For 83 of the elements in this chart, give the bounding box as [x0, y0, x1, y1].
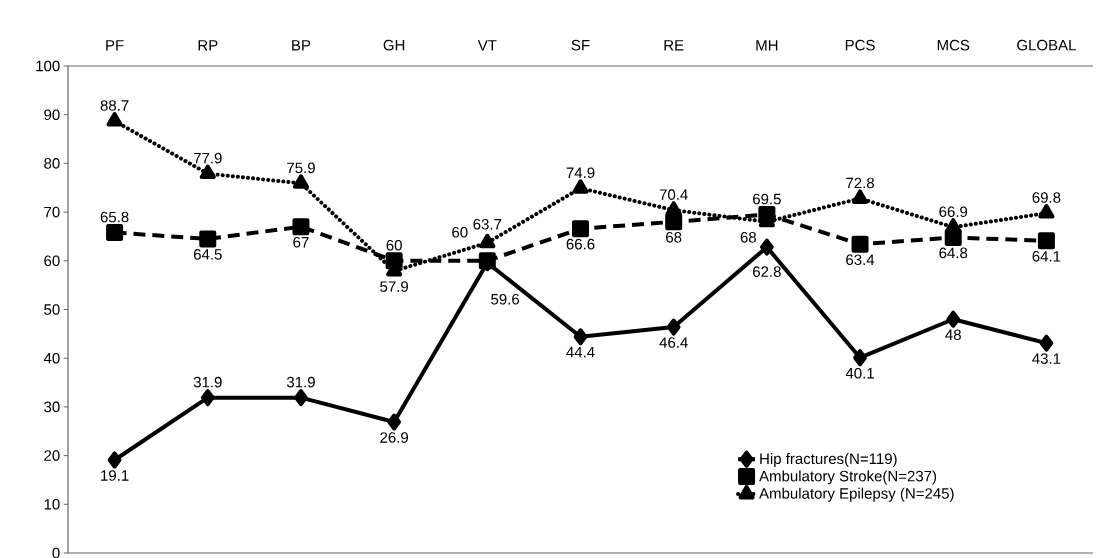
x-tick-label: PCS — [845, 39, 875, 51]
x-tick-label: PF — [106, 40, 124, 51]
x-tick-label: GH — [383, 39, 405, 51]
point — [292, 218, 310, 236]
data-label: 40.1 — [845, 367, 874, 379]
data-label: 74.9 — [566, 167, 595, 179]
data-label: 66.6 — [566, 238, 595, 250]
y-tick-label: 60 — [44, 255, 60, 267]
data-label: 31.9 — [286, 376, 315, 388]
point — [572, 220, 589, 238]
y-tick-label: 10 — [44, 498, 60, 510]
data-label: 26.9 — [380, 432, 409, 443]
data-label: 59.6 — [491, 293, 520, 305]
data-label: 88.7 — [100, 100, 129, 111]
data-label: 46.4 — [659, 337, 688, 348]
point — [1037, 232, 1055, 250]
x-tick-label: VT — [477, 40, 497, 51]
point — [479, 233, 496, 249]
data-label: 57.9 — [380, 281, 409, 292]
point — [853, 349, 867, 367]
point — [1038, 204, 1055, 219]
data-label: 64.1 — [1032, 251, 1061, 262]
point — [199, 230, 217, 248]
data-label: 68 — [666, 232, 682, 243]
data-label: 68 — [740, 232, 757, 243]
y-tick-label: 40 — [43, 352, 60, 364]
data-label: 64.5 — [193, 249, 222, 260]
data-label: 19.1 — [101, 470, 129, 481]
data-label: 60 — [452, 226, 468, 238]
data-label: 43.1 — [1032, 353, 1061, 364]
point — [199, 164, 216, 180]
data-label: 77.9 — [193, 152, 222, 164]
y-tick-label: 70 — [44, 206, 60, 218]
point — [666, 318, 681, 336]
legend-label: Ambulatory Epilepsy (N=245) — [759, 487, 954, 502]
y-tick-label: 0 — [52, 547, 60, 558]
data-label: 48 — [945, 329, 961, 341]
data-label: 69.5 — [753, 193, 781, 205]
x-tick-label: GLOBAL — [1017, 39, 1076, 51]
point — [945, 218, 962, 233]
point — [1039, 334, 1054, 352]
data-label: 44.4 — [566, 346, 595, 358]
point — [107, 451, 122, 469]
point — [106, 224, 124, 242]
data-label: 63.4 — [846, 254, 875, 266]
data-label: 75.9 — [287, 162, 315, 174]
point — [946, 310, 961, 328]
point — [573, 328, 588, 346]
point — [292, 174, 310, 189]
legend-label: Ambulatory Stroke(N=237) — [759, 470, 937, 485]
data-label: 70.4 — [659, 189, 688, 200]
data-label: 72.8 — [846, 177, 874, 189]
x-tick-label: MCS — [937, 39, 970, 51]
data-label: 31.9 — [193, 376, 222, 388]
data-label: 64.8 — [939, 247, 968, 259]
point — [106, 112, 123, 127]
legend-label: Hip fractures(N=119) — [760, 453, 897, 468]
x-tick-label: SF — [571, 39, 590, 51]
data-label: 65.8 — [100, 211, 129, 223]
data-label: 60 — [386, 239, 402, 251]
point — [200, 389, 215, 407]
y-tick-label: 90 — [44, 109, 60, 120]
data-label: 62.8 — [753, 266, 781, 277]
y-tick-label: 30 — [44, 401, 60, 413]
y-tick-label: 50 — [44, 304, 60, 315]
y-tick-label: 20 — [44, 450, 60, 461]
point — [387, 413, 402, 431]
data-label: 69.8 — [1032, 192, 1061, 203]
point — [572, 179, 589, 194]
point — [759, 238, 774, 256]
data-label: 63.7 — [473, 218, 502, 230]
point — [851, 235, 869, 253]
x-tick-label: RP — [198, 40, 218, 51]
data-label: 66.9 — [939, 206, 968, 217]
y-tick-label: 100 — [36, 60, 60, 72]
x-tick-label: RE — [664, 40, 684, 51]
x-tick-label: BP — [292, 40, 311, 51]
y-tick-label: 80 — [44, 158, 60, 169]
point — [294, 389, 308, 407]
data-label: 67 — [293, 236, 309, 248]
point — [665, 201, 682, 216]
point — [851, 189, 869, 204]
x-tick-label: MH — [756, 40, 778, 51]
